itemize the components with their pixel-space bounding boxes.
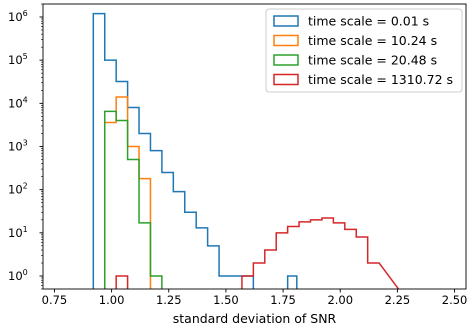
x-tick-label: 0.75	[42, 293, 68, 307]
y-tick-label: 104	[8, 95, 28, 110]
legend-swatch	[273, 73, 299, 86]
series-3-histogram	[103, 110, 163, 289]
x-tick-label: 1.75	[270, 293, 296, 307]
legend-swatch	[273, 15, 299, 27]
x-tick-label: 1.25	[156, 293, 182, 307]
y-axis: 100 101 102 103 104 105 106	[8, 3, 43, 290]
series-4-histogram	[115, 217, 400, 289]
legend-label: time scale = 10.24 s	[308, 33, 437, 48]
series-layer	[92, 12, 400, 289]
legend-swatch	[273, 34, 299, 47]
x-tick-label: 1.50	[213, 293, 239, 307]
x-axis: 0.75 1.00 1.25 1.50 1.75 2.00 2.25 2.50	[42, 289, 468, 307]
x-tick-label: 1.00	[99, 293, 125, 307]
x-tick-label: 2.25	[385, 293, 411, 307]
legend: time scale = 0.01 s time scale = 10.24 s t…	[265, 8, 463, 93]
x-tick-label: 2.00	[327, 293, 353, 307]
legend-label: time scale = 1310.72 s	[308, 72, 453, 87]
legend-label: time scale = 0.01 s	[308, 14, 429, 29]
y-tick-label: 106	[8, 9, 28, 24]
legend-label: time scale = 20.48 s	[308, 53, 437, 68]
legend-box	[265, 8, 463, 93]
x-axis-label: standard deviation of SNR	[173, 311, 337, 326]
legend-swatch	[273, 54, 299, 66]
y-tick-label: 103	[8, 139, 28, 154]
y-tick-label: 105	[8, 52, 28, 67]
y-tick-label: 101	[8, 225, 28, 240]
x-tick-label: 2.50	[442, 293, 468, 307]
series-1-histogram	[92, 12, 298, 289]
y-tick-label: 100	[8, 268, 28, 283]
y-tick-label: 102	[8, 182, 28, 197]
